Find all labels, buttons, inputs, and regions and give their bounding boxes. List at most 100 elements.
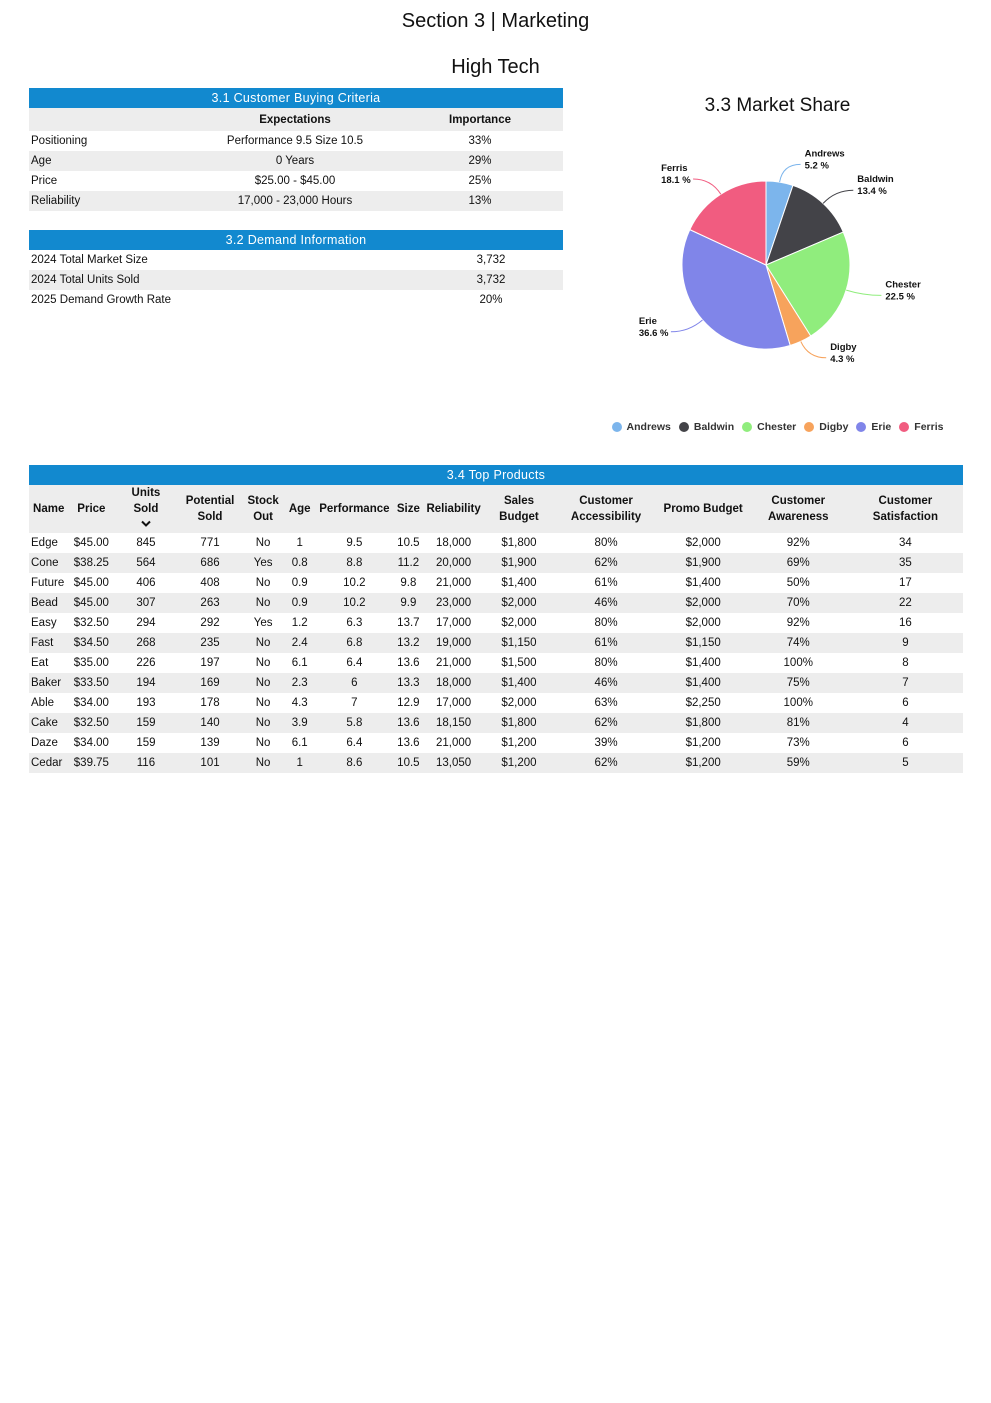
criteria-importance: 33% [468, 135, 492, 147]
cell-price: $38.25 [73, 557, 109, 569]
cell-size: 13.2 [397, 637, 420, 649]
cell-reliability: 17,000 [436, 617, 472, 629]
column-header-label: Potential Sold [185, 495, 235, 523]
cell-units-sold: 307 [136, 597, 156, 609]
cell-sales-budget: $2,000 [501, 617, 537, 629]
legend-item-baldwin[interactable]: Baldwin [678, 421, 735, 433]
cell-name: Eat [31, 657, 49, 669]
cell-stock-out: No [255, 637, 271, 649]
legend-label: Baldwin [693, 421, 735, 433]
cell-promo-budget: $1,400 [685, 677, 721, 689]
legend-dot-icon [899, 422, 910, 432]
cell-price: $34.50 [73, 637, 109, 649]
legend-item-chester[interactable]: Chester [742, 421, 796, 433]
pie-connector-digby [800, 341, 827, 359]
cell-promo-budget: $1,800 [685, 717, 721, 729]
cell-promo-budget: $1,400 [685, 577, 721, 589]
criteria-label: Age [31, 155, 52, 167]
cell-sales-budget: $2,000 [501, 697, 537, 709]
cell-name: Cedar [31, 757, 63, 769]
product-row: Daze $34.00 159 139 No 6.1 6.4 13.6 21,000 $1,200… [29, 733, 963, 753]
legend-item-erie[interactable]: Erie [856, 421, 891, 433]
top-products-table: 3.4 Top Products Name Price Units Sold Pote… [29, 465, 963, 773]
cell-customer-satisfaction: 6 [902, 697, 909, 709]
cell-potential-sold: 139 [200, 737, 220, 749]
cell-promo-budget: $2,250 [685, 697, 721, 709]
cell-units-sold: 193 [136, 697, 156, 709]
criteria-label: Price [31, 175, 58, 187]
cell-performance: 8.8 [346, 557, 363, 569]
cell-size: 13.6 [397, 737, 420, 749]
cell-performance: 5.8 [346, 717, 363, 729]
cell-customer-satisfaction: 8 [902, 657, 909, 669]
cell-size: 9.8 [400, 577, 417, 589]
cell-name: Cake [31, 717, 58, 729]
chevron-down-icon[interactable] [141, 519, 151, 531]
column-header-customer-awareness: Customer Awareness [749, 485, 848, 533]
cell-age: 4.3 [291, 697, 308, 709]
cell-customer-satisfaction: 7 [902, 677, 909, 689]
cell-age: 3.9 [291, 717, 308, 729]
cell-potential-sold: 140 [200, 717, 220, 729]
legend-dot-icon [804, 422, 815, 432]
column-header-label: Customer Satisfaction [872, 495, 938, 523]
cell-name: Bead [31, 597, 58, 609]
cell-sales-budget: $1,900 [501, 557, 537, 569]
demand-row: 2024 Total Units Sold 3,732 [29, 270, 563, 290]
column-header-units-sold[interactable]: Units Sold [114, 485, 177, 533]
cell-age: 0.9 [291, 577, 308, 589]
cell-customer-awareness: 69% [786, 557, 810, 569]
cell-stock-out: No [255, 597, 271, 609]
cell-age: 1 [296, 757, 303, 769]
demand-label: 2024 Total Market Size [31, 254, 148, 266]
cell-customer-satisfaction: 6 [902, 737, 909, 749]
cell-customer-satisfaction: 35 [899, 557, 912, 569]
legend-item-digby[interactable]: Digby [804, 421, 848, 433]
cell-customer-satisfaction: 17 [899, 577, 912, 589]
product-row: Easy $32.50 294 292 Yes 1.2 6.3 13.7 17,000 $2,00… [29, 613, 963, 633]
legend-item-ferris[interactable]: Ferris [899, 421, 943, 433]
pie-label-name: Digby [830, 342, 857, 353]
cell-price: $34.00 [73, 697, 109, 709]
cell-customer-satisfaction: 34 [899, 537, 912, 549]
pie-slice-chester[interactable] [765, 231, 851, 337]
cell-potential-sold: 235 [200, 637, 220, 649]
criteria-header-importance: Importance [449, 113, 511, 126]
segment-title: High Tech [451, 56, 540, 78]
legend-item-andrews[interactable]: Andrews [611, 421, 671, 433]
cell-stock-out: No [255, 757, 271, 769]
pie-label-name: Ferris [661, 163, 687, 174]
cell-performance: 8.6 [346, 757, 363, 769]
legend-label: Ferris [914, 421, 944, 433]
cell-customer-satisfaction: 5 [902, 757, 909, 769]
cell-performance: 6.3 [346, 617, 363, 629]
pie-label-name: Baldwin [857, 174, 894, 185]
pie-connector-baldwin [822, 189, 854, 204]
cell-age: 0.8 [291, 557, 308, 569]
cell-age: 2.4 [291, 637, 308, 649]
cell-stock-out: No [255, 537, 271, 549]
column-header-customer-satisfaction: Customer Satisfaction [848, 485, 963, 533]
cell-customer-satisfaction: 16 [899, 617, 912, 629]
cell-performance: 10.2 [343, 577, 366, 589]
column-header-potential-sold: Potential Sold [177, 485, 242, 533]
column-header-promo-budget: Promo Budget [658, 485, 749, 533]
cell-promo-budget: $1,200 [685, 757, 721, 769]
pie-connector-ferris [693, 178, 722, 195]
demand-table-title: 3.2 Demand Information [29, 230, 563, 250]
cell-performance: 6 [351, 677, 358, 689]
cell-size: 11.2 [397, 557, 420, 569]
products-header-row: Name Price Units Sold Potential Sold Stock O… [29, 485, 963, 533]
cell-customer-awareness: 92% [786, 617, 810, 629]
criteria-header-blank [29, 108, 193, 131]
product-row: Baker $33.50 194 169 No 2.3 6 13.3 18,000 $1,400 4… [29, 673, 963, 693]
cell-age: 2.3 [291, 677, 308, 689]
legend-dot-icon [611, 422, 622, 432]
pie-slice-ferris[interactable] [689, 180, 767, 266]
cell-customer-awareness: 100% [783, 657, 813, 669]
cell-sales-budget: $1,200 [501, 757, 537, 769]
criteria-expectation: 0 Years [275, 155, 315, 167]
cell-name: Daze [31, 737, 58, 749]
pie-slice-erie[interactable] [681, 228, 791, 350]
